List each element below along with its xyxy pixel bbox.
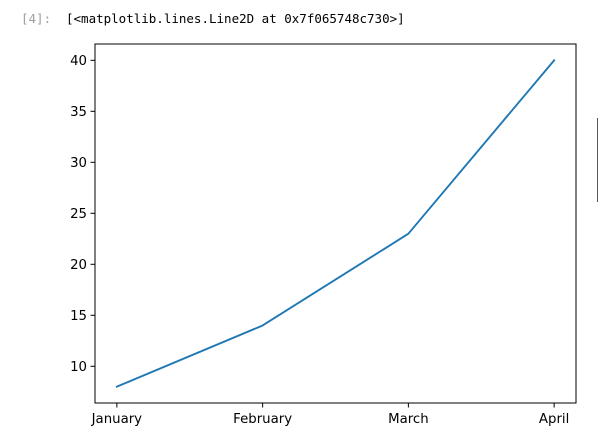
y-tick-label: 10: [70, 360, 87, 375]
y-tick-label: 35: [70, 105, 87, 120]
y-tick-label: 20: [70, 258, 87, 273]
x-tick-label: February: [233, 412, 292, 427]
x-tick-label: April: [539, 412, 569, 427]
x-axis: January February March April: [91, 403, 569, 427]
cell-output-row: [4]: [<matplotlib.lines.Line2D at 0x7f06…: [0, 9, 598, 29]
series-line-0: [115, 58, 556, 388]
y-axis: 10 15 20 25 30 35 40: [70, 54, 95, 375]
y-tick-label: 40: [70, 54, 87, 69]
y-tick-label: 25: [70, 207, 87, 222]
x-tick-label: March: [388, 412, 429, 427]
plot-layer: [115, 58, 556, 388]
axes-frame: [94, 43, 577, 404]
y-tick-label: 15: [70, 309, 87, 324]
cell-output-text: [<matplotlib.lines.Line2D at 0x7f065748c…: [66, 11, 405, 26]
cell-prompt: [4]:: [21, 11, 52, 26]
y-tick-label: 30: [70, 156, 87, 171]
x-tick-label: January: [91, 412, 143, 427]
